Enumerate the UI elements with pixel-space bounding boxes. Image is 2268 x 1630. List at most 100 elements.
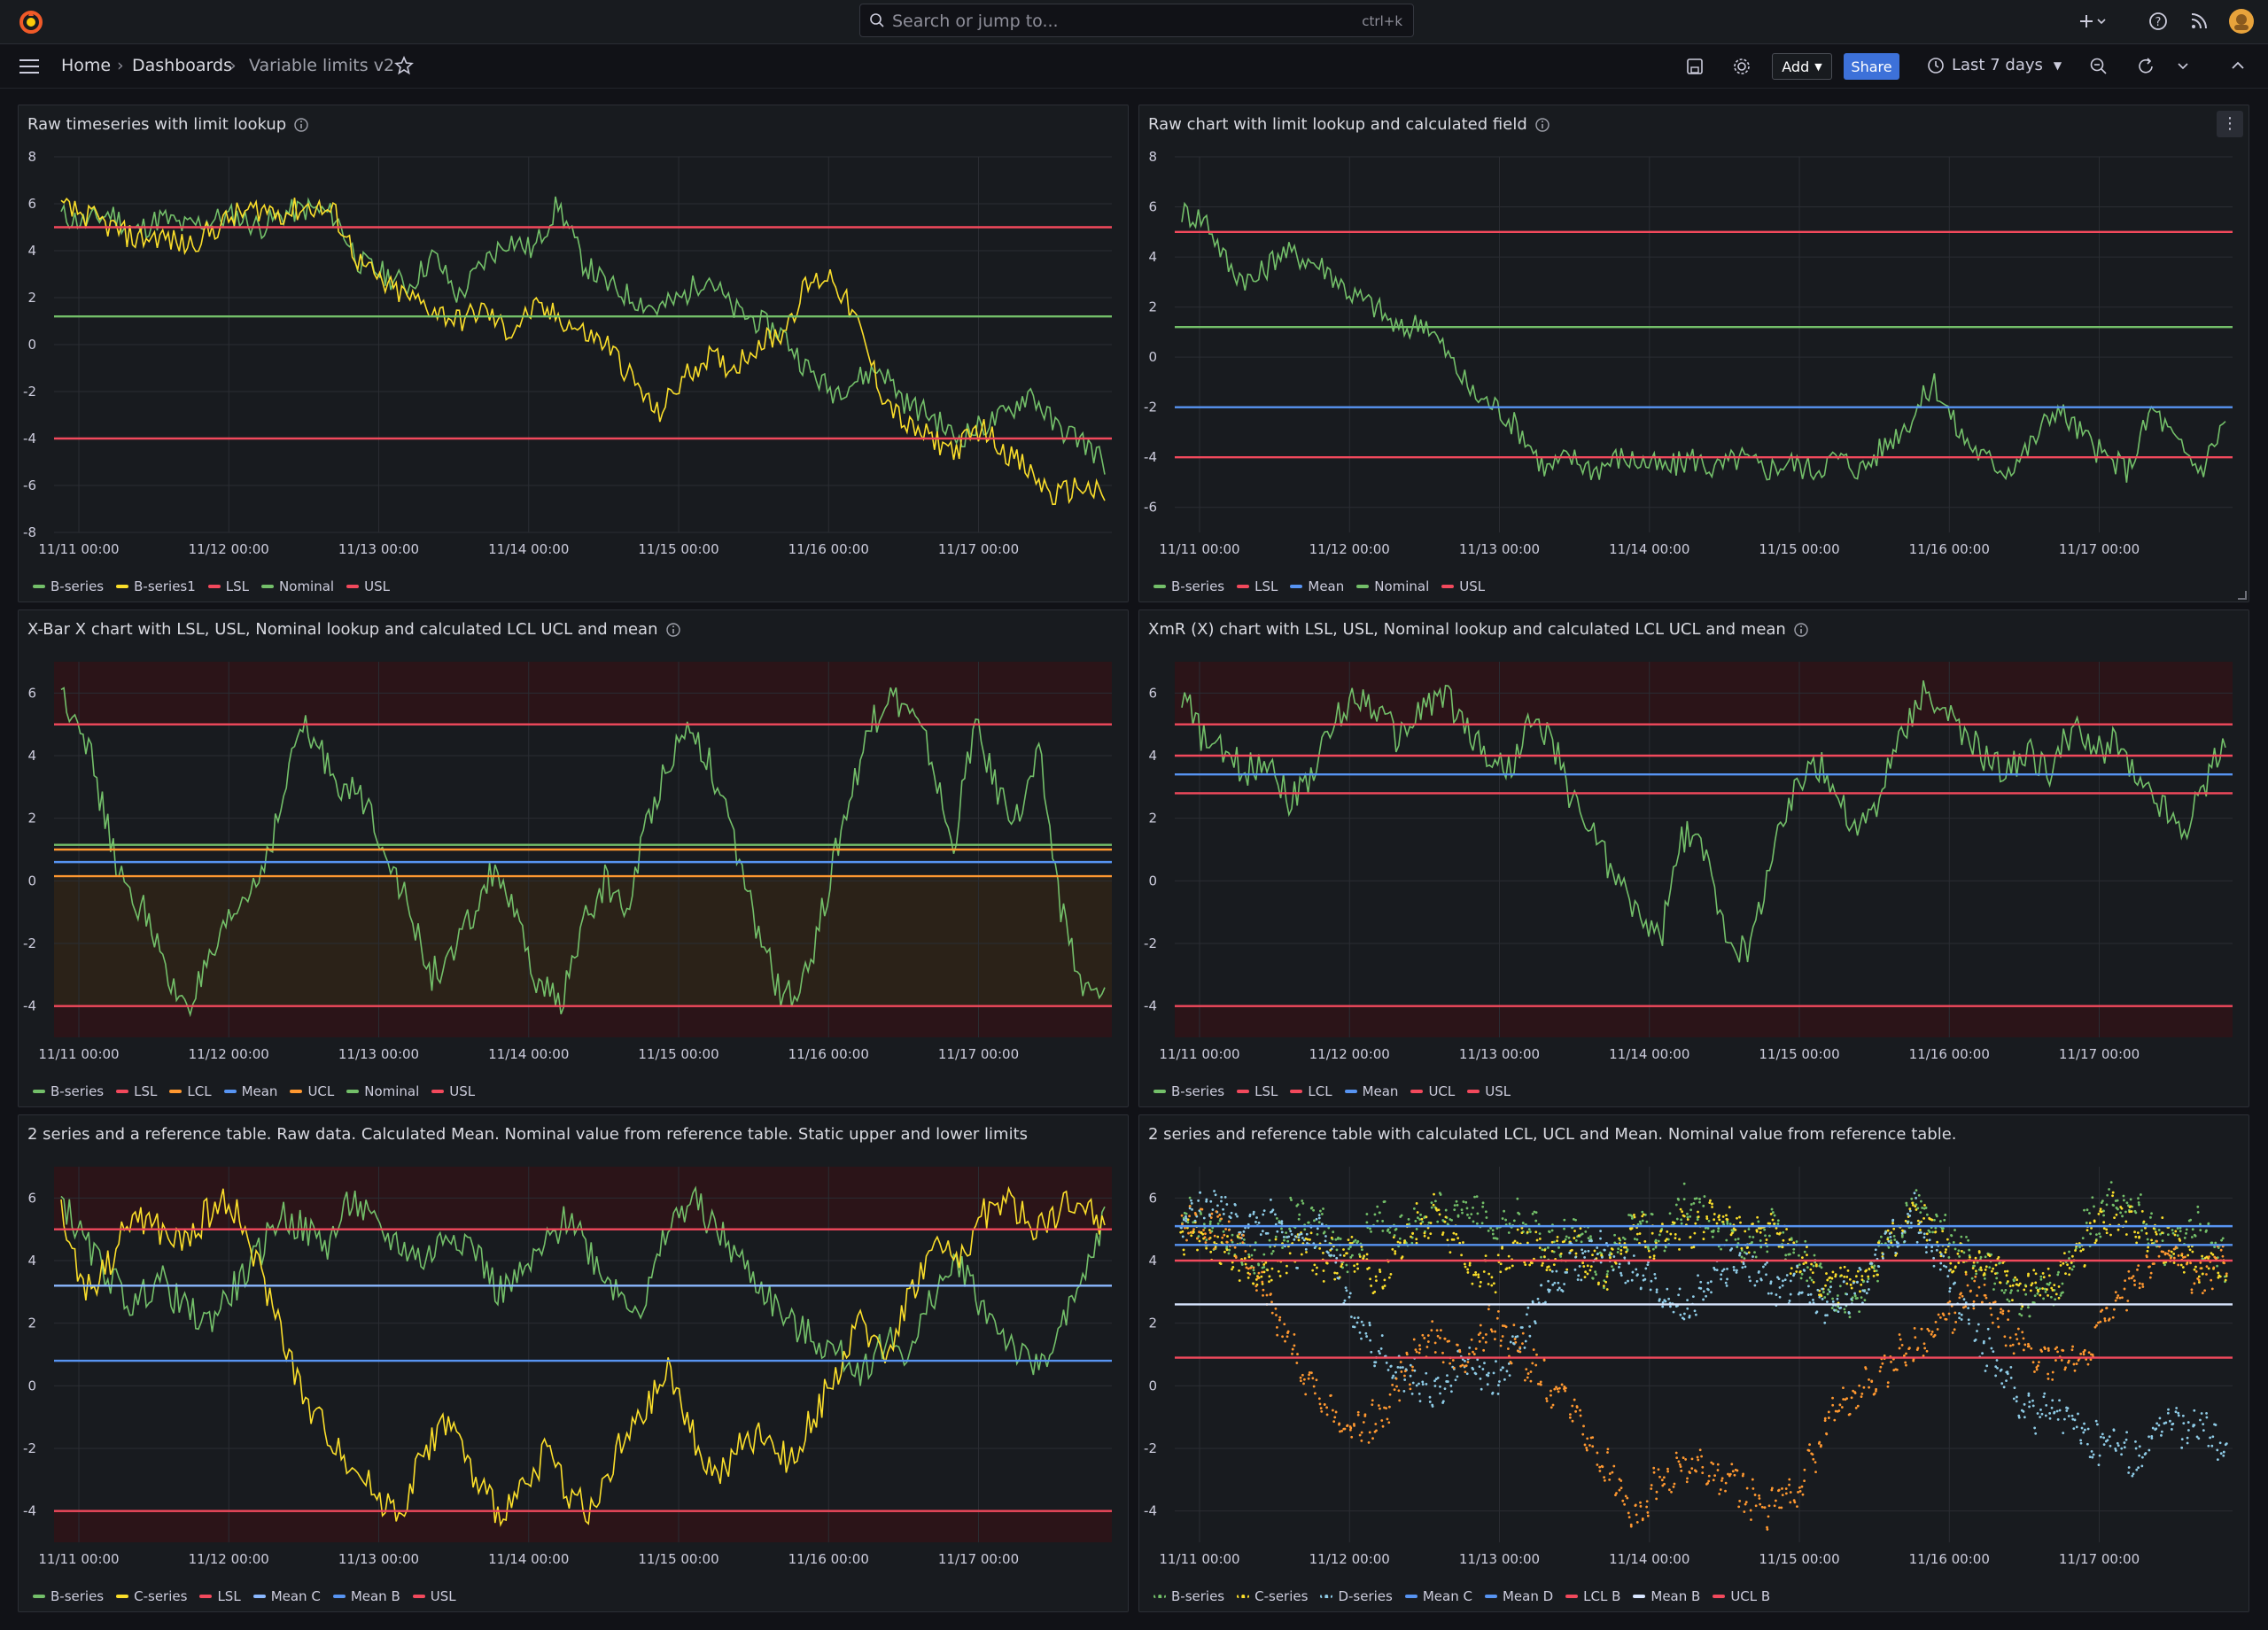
resize-handle[interactable]: [2238, 591, 2247, 600]
dashboard-panel[interactable]: Raw timeseries with limit lookup 8 6 4 2 0 -2-…: [18, 105, 1129, 602]
dashboard-panel[interactable]: 2 series and a reference table. Raw data…: [18, 1114, 1129, 1612]
refresh-icon[interactable]: [2136, 57, 2155, 76]
data-point: [1405, 1351, 1409, 1354]
dashboard-panel[interactable]: XmR (X) chart with LSL, USL, Nominal loo…: [1138, 609, 2249, 1107]
data-point: [1679, 1465, 1682, 1468]
legend-item[interactable]: USL: [346, 578, 390, 594]
share-button[interactable]: Share: [1844, 53, 1899, 80]
legend-item[interactable]: UCL: [290, 1083, 334, 1099]
breadcrumb-dashboards[interactable]: Dashboards: [132, 56, 232, 75]
data-point: [1919, 1230, 1922, 1234]
data-point: [1414, 1348, 1418, 1351]
legend-item[interactable]: Mean: [223, 1083, 277, 1099]
user-avatar[interactable]: [2229, 9, 2254, 34]
save-icon[interactable]: [1685, 57, 1705, 76]
info-icon[interactable]: [665, 622, 681, 638]
menu-icon[interactable]: [18, 57, 41, 76]
legend-item[interactable]: B-series: [33, 1588, 104, 1604]
data-point: [1801, 1256, 1804, 1260]
legend-item[interactable]: Mean B: [1633, 1588, 1700, 1604]
legend-item[interactable]: B-series1: [116, 578, 196, 594]
panel-title[interactable]: XmR (X) chart with LSL, USL, Nominal loo…: [1148, 620, 1809, 639]
legend-item[interactable]: C-series: [1237, 1588, 1308, 1604]
legend-item[interactable]: B-series: [1153, 578, 1224, 594]
legend-item[interactable]: LSL: [207, 578, 249, 594]
data-point: [1362, 1421, 1365, 1424]
data-point: [1358, 1255, 1362, 1258]
star-icon[interactable]: [394, 56, 414, 75]
series-points: [1179, 1181, 2226, 1319]
legend-item[interactable]: Mean D: [1484, 1588, 1553, 1604]
help-icon[interactable]: ?: [2148, 11, 2169, 32]
grafana-logo-icon[interactable]: [18, 9, 44, 35]
legend-item[interactable]: LCL B: [1565, 1588, 1620, 1604]
data-point: [1646, 1514, 1650, 1517]
legend-item[interactable]: LSL: [1237, 578, 1278, 594]
panel-title[interactable]: X-Bar X chart with LSL, USL, Nominal loo…: [27, 620, 681, 639]
data-point: [1639, 1504, 1643, 1508]
data-point: [2186, 1254, 2190, 1257]
data-point: [1868, 1288, 1870, 1291]
info-icon[interactable]: [293, 117, 309, 133]
data-point: [1701, 1465, 1705, 1469]
legend-item[interactable]: B-series: [1153, 1083, 1224, 1099]
refresh-interval-chevron-icon[interactable]: [2176, 60, 2190, 73]
legend-item[interactable]: LSL: [116, 1083, 157, 1099]
legend-item[interactable]: USL: [431, 1083, 475, 1099]
legend-item[interactable]: LCL: [1290, 1083, 1332, 1099]
legend-item[interactable]: LSL: [199, 1588, 241, 1604]
dashboard-panel[interactable]: Raw chart with limit lookup and calculat…: [1138, 105, 2249, 602]
legend-item[interactable]: Mean B: [332, 1588, 400, 1604]
panel-menu-icon[interactable]: ⋮: [2217, 111, 2243, 137]
panel-title[interactable]: 2 series and a reference table. Raw data…: [27, 1125, 1028, 1144]
legend-item[interactable]: Nominal: [261, 578, 334, 594]
legend-item[interactable]: B-series: [33, 1083, 104, 1099]
legend-swatch: [1153, 585, 1166, 588]
legend-item[interactable]: USL: [1441, 578, 1485, 594]
dashboard-panel[interactable]: X-Bar X chart with LSL, USL, Nominal loo…: [18, 609, 1129, 1107]
new-plus-icon[interactable]: [2078, 11, 2109, 32]
settings-gear-icon[interactable]: [1732, 57, 1751, 76]
legend-item[interactable]: USL: [1467, 1083, 1511, 1099]
news-feed-icon[interactable]: [2188, 11, 2210, 32]
legend-item[interactable]: LCL: [169, 1083, 212, 1099]
dashboard-panel[interactable]: 2 series and reference table with calcul…: [1138, 1114, 2249, 1612]
panel-title[interactable]: Raw chart with limit lookup and calculat…: [1148, 115, 1550, 134]
data-point: [1508, 1266, 1511, 1269]
legend-item[interactable]: Mean: [1344, 1083, 1398, 1099]
legend-item[interactable]: Nominal: [1356, 578, 1429, 594]
collapse-up-icon[interactable]: [2229, 58, 2247, 73]
legend-item[interactable]: C-series: [116, 1588, 187, 1604]
legend-item[interactable]: UCL B: [1713, 1588, 1770, 1604]
panel-title[interactable]: 2 series and reference table with calcul…: [1148, 1125, 1957, 1144]
legend-item[interactable]: USL: [412, 1588, 456, 1604]
search-input[interactable]: Search or jump to... ctrl+k: [859, 4, 1414, 37]
legend-item[interactable]: Nominal: [346, 1083, 419, 1099]
legend-item[interactable]: Mean C: [1404, 1588, 1472, 1604]
zoom-out-icon[interactable]: [2089, 57, 2109, 76]
data-point: [1338, 1422, 1341, 1425]
info-icon[interactable]: [1534, 117, 1550, 133]
legend-item[interactable]: B-series: [1153, 1588, 1224, 1604]
data-point: [1283, 1238, 1285, 1242]
data-point: [1441, 1231, 1445, 1234]
data-point: [2072, 1427, 2076, 1431]
data-point: [1808, 1443, 1811, 1447]
legend-item[interactable]: Mean: [1290, 578, 1344, 594]
add-button[interactable]: Add ▼: [1772, 53, 1832, 80]
legend-item[interactable]: Mean C: [252, 1588, 321, 1604]
breadcrumb-home[interactable]: Home: [61, 56, 112, 75]
legend-item[interactable]: UCL: [1410, 1083, 1455, 1099]
time-range-picker[interactable]: Last 7 days ▼: [1927, 56, 2062, 74]
panel-title[interactable]: Raw timeseries with limit lookup: [27, 115, 309, 134]
info-icon[interactable]: [1793, 622, 1809, 638]
legend-item[interactable]: LSL: [1237, 1083, 1278, 1099]
legend-item[interactable]: B-series: [33, 578, 104, 594]
legend-item[interactable]: D-series: [1320, 1588, 1393, 1604]
